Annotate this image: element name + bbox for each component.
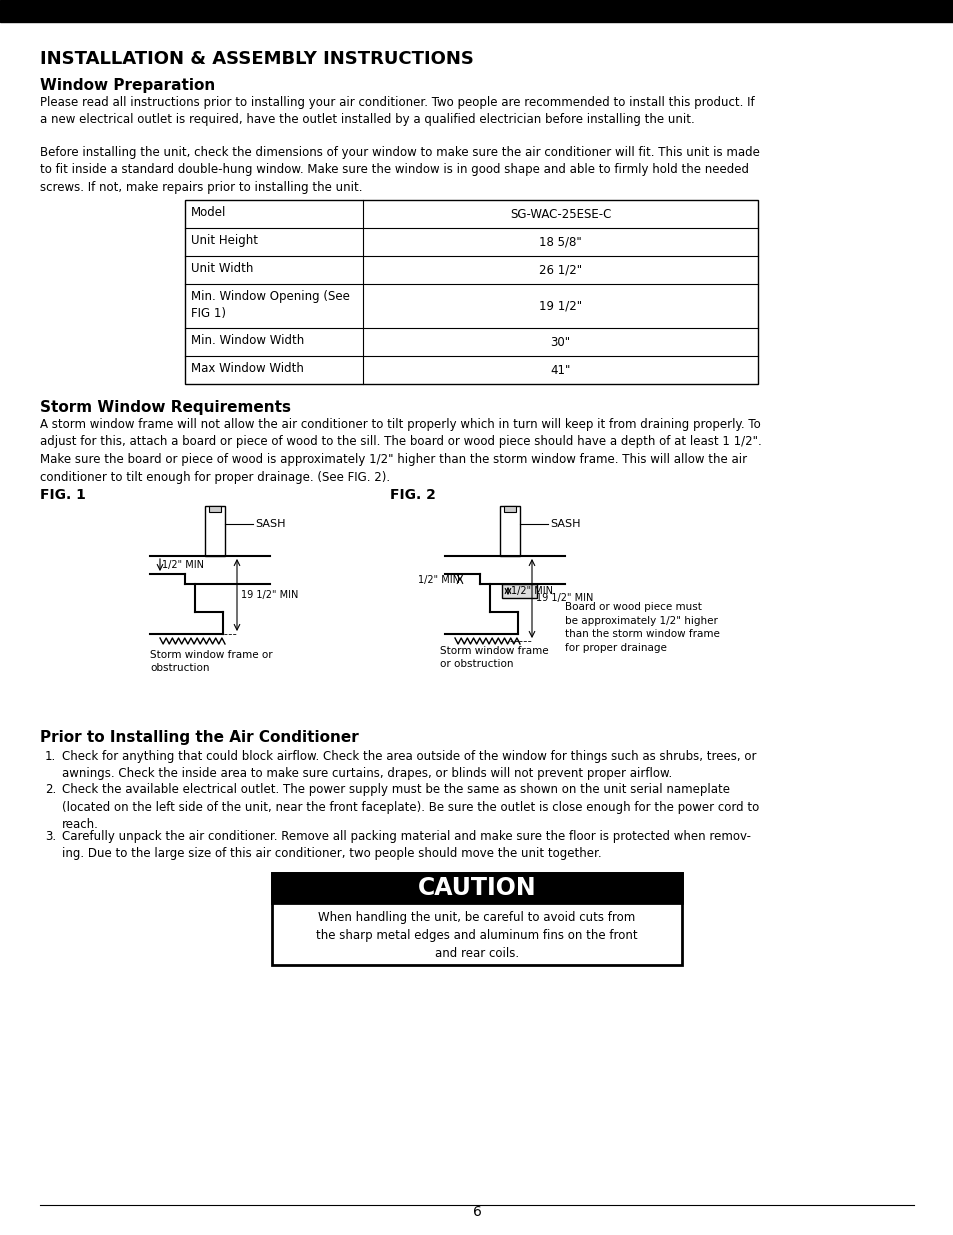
- Text: CAUTION: CAUTION: [417, 876, 536, 900]
- Text: 1/2" MIN: 1/2" MIN: [417, 576, 459, 585]
- Text: 19 1/2" MIN: 19 1/2" MIN: [241, 590, 298, 600]
- Text: Unit Height: Unit Height: [191, 233, 257, 247]
- Text: Storm window frame
or obstruction: Storm window frame or obstruction: [439, 646, 548, 669]
- Bar: [0, 0, 953, 22]
- Text: 30": 30": [550, 336, 570, 348]
- Text: FIG. 2: FIG. 2: [390, 488, 436, 501]
- Bar: [272, 873, 681, 903]
- Text: 41": 41": [550, 363, 570, 377]
- Text: SASH: SASH: [254, 519, 285, 529]
- Text: Check for anything that could block airflow. Check the area outside of the windo: Check for anything that could block airf…: [62, 750, 756, 781]
- Text: 19 1/2" MIN: 19 1/2" MIN: [536, 594, 593, 604]
- Text: Min. Window Width: Min. Window Width: [191, 333, 304, 347]
- Text: Check the available electrical outlet. The power supply must be the same as show: Check the available electrical outlet. T…: [62, 783, 759, 831]
- Bar: [499, 506, 519, 556]
- Text: 18 5/8": 18 5/8": [538, 236, 581, 248]
- Text: Please read all instructions prior to installing your air conditioner. Two peopl: Please read all instructions prior to in…: [40, 96, 754, 126]
- Bar: [272, 873, 681, 965]
- Text: Carefully unpack the air conditioner. Remove all packing material and make sure : Carefully unpack the air conditioner. Re…: [62, 830, 750, 861]
- Text: Min. Window Opening (See
FIG 1): Min. Window Opening (See FIG 1): [191, 290, 350, 320]
- Text: INSTALLATION & ASSEMBLY INSTRUCTIONS: INSTALLATION & ASSEMBLY INSTRUCTIONS: [40, 49, 474, 68]
- Text: 19 1/2": 19 1/2": [538, 300, 581, 312]
- Text: Before installing the unit, check the dimensions of your window to make sure the: Before installing the unit, check the di…: [40, 146, 760, 194]
- Text: Unit Width: Unit Width: [191, 262, 253, 275]
- Text: Prior to Installing the Air Conditioner: Prior to Installing the Air Conditioner: [40, 730, 358, 745]
- Text: 1/2" MIN: 1/2" MIN: [162, 559, 204, 571]
- Text: Storm Window Requirements: Storm Window Requirements: [40, 400, 291, 415]
- Text: Window Preparation: Window Preparation: [40, 78, 215, 93]
- Text: When handling the unit, be careful to avoid cuts from
the sharp metal edges and : When handling the unit, be careful to av…: [315, 911, 638, 960]
- Text: A storm window frame will not allow the air conditioner to tilt properly which i: A storm window frame will not allow the …: [40, 417, 760, 483]
- Bar: [185, 200, 758, 384]
- Bar: [209, 506, 221, 513]
- Text: 3.: 3.: [45, 830, 56, 844]
- Text: FIG. 1: FIG. 1: [40, 488, 86, 501]
- Text: Model: Model: [191, 206, 226, 219]
- Text: Board or wood piece must
be approximately 1/2" higher
than the storm window fram: Board or wood piece must be approximatel…: [564, 601, 720, 653]
- Text: SG-WAC-25ESE-C: SG-WAC-25ESE-C: [509, 207, 611, 221]
- Bar: [205, 506, 225, 556]
- Text: SASH: SASH: [550, 519, 579, 529]
- Text: Storm window frame or
obstruction: Storm window frame or obstruction: [150, 650, 273, 673]
- Text: 1.: 1.: [45, 750, 56, 763]
- Bar: [503, 506, 516, 513]
- Text: 26 1/2": 26 1/2": [538, 263, 581, 277]
- Text: 1/2" MIN: 1/2" MIN: [511, 585, 553, 597]
- Text: 2.: 2.: [45, 783, 56, 797]
- Bar: [501, 584, 537, 598]
- Text: 6: 6: [472, 1205, 481, 1219]
- Text: Max Window Width: Max Window Width: [191, 362, 304, 375]
